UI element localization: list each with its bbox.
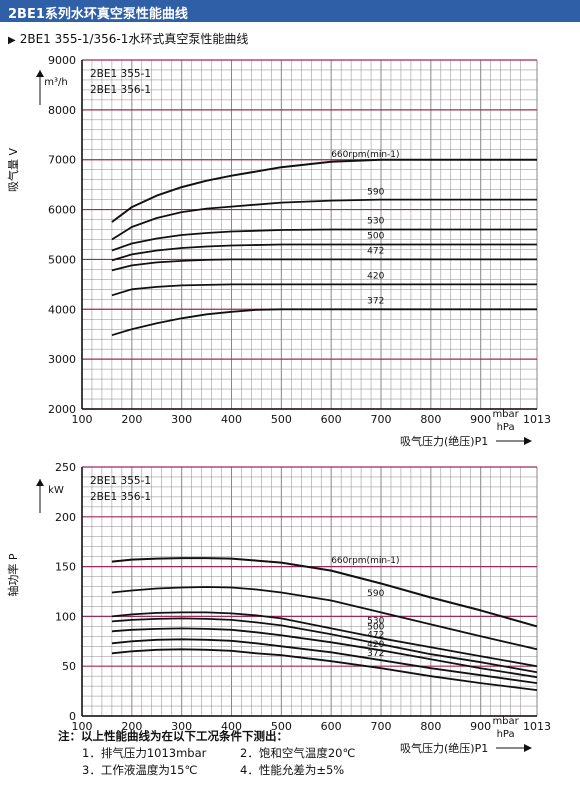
right-arrow-icon xyxy=(524,437,532,445)
series-label: 472 xyxy=(367,246,384,256)
series-line-2 xyxy=(111,611,538,668)
flow-rate-chart: 100 200 300 400 500 600 700 800 900 1013 2000 3000 4… xyxy=(6,54,551,448)
x-axis-title: 吸气压力(绝压)P1 xyxy=(400,741,488,755)
y-unit-label: kW xyxy=(48,485,64,496)
header-banner: 2BE1系列水环真空泵性能曲线 xyxy=(0,0,580,22)
series-label: 372 xyxy=(367,296,384,306)
model-label: 2BE1 355-1 xyxy=(90,68,151,80)
series-label: 420 xyxy=(367,640,384,650)
series-line-5 xyxy=(111,638,538,684)
series-line-0 xyxy=(111,557,538,628)
series-line-1 xyxy=(111,198,537,241)
x-tick-label: 100 xyxy=(72,720,93,733)
x-unit-hpa: hPa xyxy=(497,729,515,740)
note-item: 3．工作液温度为15℃ xyxy=(82,763,198,777)
y-tick-label: 4000 xyxy=(48,303,76,316)
model-label: 2BE1 355-1 xyxy=(90,475,151,487)
x-unit-mbar: mbar xyxy=(492,409,519,420)
triangle-bullet-icon: ▶ xyxy=(8,35,16,46)
x-tick-label: 700 xyxy=(371,413,392,426)
y-tick-label: 200 xyxy=(55,511,76,524)
x-tick-label: 1013 xyxy=(523,413,551,426)
series-label: 500 xyxy=(367,623,384,633)
x-axis-title: 吸气压力(绝压)P1 xyxy=(400,434,488,448)
notes-heading: 注：以上性能曲线为在以下工况条件下测出： xyxy=(58,729,288,743)
x-tick-label: 300 xyxy=(171,720,192,733)
series-line-4 xyxy=(111,627,538,679)
note-item: 1．排气压力1013mbar xyxy=(82,746,207,760)
y-tick-label: 50 xyxy=(62,660,76,673)
x-tick-label: 800 xyxy=(420,413,441,426)
model-label: 2BE1 356-1 xyxy=(90,84,151,96)
y-tick-label: 5000 xyxy=(48,253,76,266)
series-line-1 xyxy=(111,586,538,651)
series-label: 420 xyxy=(367,271,384,281)
y-tick-label: 2000 xyxy=(48,403,76,416)
series-line-2 xyxy=(111,228,537,252)
series-label: 372 xyxy=(367,649,384,659)
x-tick-label: 100 xyxy=(72,413,93,426)
notes-row: 1．排气压力1013mbar 2．饱和空气温度20℃ xyxy=(58,745,440,762)
series-line-6 xyxy=(111,648,538,691)
y-tick-label: 150 xyxy=(55,561,76,574)
series-label: 472 xyxy=(367,630,384,640)
note-item: 2．饱和空气温度20℃ xyxy=(240,746,356,760)
series-label: 500 xyxy=(367,231,384,241)
right-arrow-icon xyxy=(524,744,532,752)
x-tick-label: 700 xyxy=(371,720,392,733)
x-tick-label: 500 xyxy=(271,413,292,426)
x-unit-mbar: mbar xyxy=(492,716,519,727)
x-tick-label: 500 xyxy=(271,720,292,733)
y-tick-label: 250 xyxy=(55,461,76,474)
note-item: 4．性能允差为±5% xyxy=(240,763,345,777)
series-label: 530 xyxy=(367,217,384,227)
up-arrow-icon xyxy=(36,479,44,486)
y-tick-label: 3000 xyxy=(48,353,76,366)
series-line-0 xyxy=(111,158,537,223)
y-tick-label: 7000 xyxy=(48,154,76,167)
x-tick-label: 400 xyxy=(221,720,242,733)
x-tick-label: 1013 xyxy=(523,720,551,733)
x-tick-label: 600 xyxy=(321,413,342,426)
series-label: 590 xyxy=(367,187,384,197)
y-unit-label: m³/h xyxy=(44,77,67,88)
x-tick-label: 900 xyxy=(470,720,491,733)
up-arrow-icon xyxy=(36,70,44,77)
chart-subtitle: ▶ 2BE1 355-1/356-1水环式真空泵性能曲线 xyxy=(8,30,248,47)
header-title: 2BE1系列水环真空泵性能曲线 xyxy=(8,7,188,22)
y-tick-label: 100 xyxy=(55,610,76,623)
y-tick-label: 0 xyxy=(69,710,76,723)
series-line-5 xyxy=(111,283,537,297)
x-tick-label: 400 xyxy=(221,413,242,426)
x-unit-hpa: hPa xyxy=(497,422,515,433)
y-tick-label: 8000 xyxy=(48,104,76,117)
model-label: 2BE1 356-1 xyxy=(90,491,151,503)
series-label: 590 xyxy=(367,589,384,599)
series-line-4 xyxy=(111,258,537,272)
y-tick-label: 9000 xyxy=(48,54,76,67)
series-label: 660rpm(min-1) xyxy=(331,150,399,160)
x-tick-label: 600 xyxy=(321,720,342,733)
subtitle-text: 2BE1 355-1/356-1水环式真空泵性能曲线 xyxy=(19,32,249,46)
notes-row: 3．工作液温度为15℃ 4．性能允差为±5% xyxy=(58,762,440,779)
x-tick-label: 300 xyxy=(171,413,192,426)
x-tick-label: 200 xyxy=(121,720,142,733)
x-tick-label: 900 xyxy=(470,413,491,426)
series-label: 530 xyxy=(367,617,384,627)
y-axis-title: 轴功率 P xyxy=(6,553,20,596)
series-line-6 xyxy=(111,308,537,337)
shaft-power-chart: 100 200 300 400 500 600 700 800 900 1013 0 50 100 150… xyxy=(6,461,551,755)
series-label: 660rpm(min-1) xyxy=(331,556,399,566)
series-line-3 xyxy=(111,617,538,674)
series-line-3 xyxy=(111,243,537,262)
test-conditions-notes: 注：以上性能曲线为在以下工况条件下测出： 1．排气压力1013mbar 2．饱和… xyxy=(58,728,440,779)
y-tick-label: 6000 xyxy=(48,204,76,217)
y-axis-title: 吸气量 V xyxy=(6,148,20,192)
x-tick-label: 800 xyxy=(420,720,441,733)
x-tick-label: 200 xyxy=(121,413,142,426)
